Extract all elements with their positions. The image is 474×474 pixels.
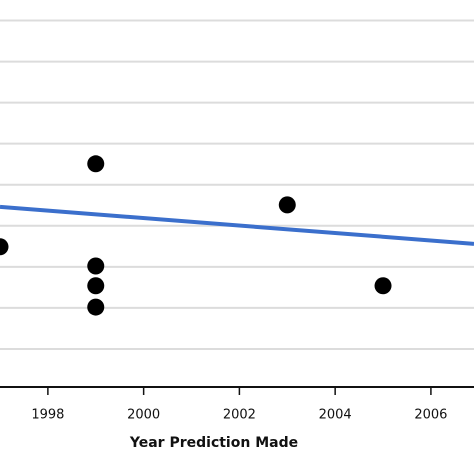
data-point	[87, 298, 105, 316]
trend-line	[0, 204, 474, 246]
data-point	[87, 277, 105, 295]
data-point	[87, 155, 105, 173]
data-point	[0, 238, 9, 256]
x-tick-label: 2002	[223, 408, 256, 423]
data-point	[87, 257, 105, 275]
data-point	[374, 277, 392, 295]
x-tick-label: 2000	[127, 408, 160, 423]
data-point	[278, 196, 296, 214]
x-axis-label: Year Prediction Made	[129, 435, 298, 451]
x-tick-label: 2006	[414, 408, 447, 423]
x-tick-label: 2004	[319, 408, 352, 423]
x-tick-label: 1998	[31, 408, 64, 423]
